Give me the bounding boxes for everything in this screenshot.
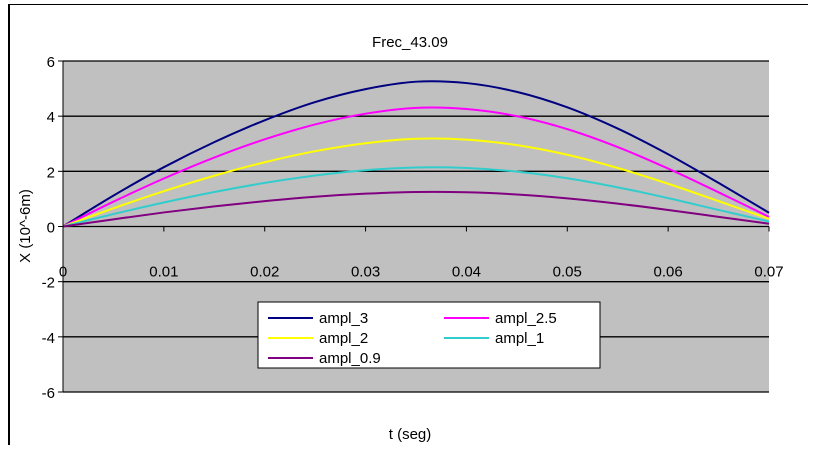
- legend-label: ampl_2: [319, 330, 368, 347]
- series-lines: [62, 80, 770, 228]
- legend-label: ampl_0.9: [319, 350, 381, 367]
- series-line-ampl_3: [62, 80, 770, 228]
- x-tick-label: 0.01: [149, 264, 178, 281]
- y-axis-label: X (10^-6m): [17, 189, 34, 263]
- y-tick-label: 4: [47, 109, 55, 126]
- y-tick-label: -4: [42, 330, 55, 347]
- legend-box: [257, 301, 601, 369]
- legend-label: ampl_1: [495, 330, 544, 347]
- y-tick-label: -2: [42, 275, 55, 292]
- series-line-ampl_2.5: [62, 106, 770, 228]
- gridlines: [63, 60, 769, 393]
- x-axis-label: t (seg): [389, 426, 432, 443]
- x-tick-label: 0.06: [654, 264, 683, 281]
- series-line-ampl_2: [62, 137, 770, 228]
- series-line-ampl_0.9: [62, 190, 770, 228]
- x-tick-label: 0.07: [754, 264, 783, 281]
- x-axis-ticks: 0 0.01 0.02 0.03 0.04 0.05 0.06 0.07: [59, 61, 784, 392]
- chart-title: Frec_43.09: [372, 34, 448, 51]
- x-tick-label: 0.02: [250, 264, 279, 281]
- legend: ampl_3 ampl_2.5 ampl_2 ampl_1 ampl_0.9: [257, 301, 601, 369]
- y-tick-label: -6: [42, 385, 55, 402]
- x-tick-label: 0.03: [351, 264, 380, 281]
- y-tick-label: 6: [47, 54, 55, 71]
- legend-label: ampl_2.5: [495, 310, 557, 327]
- y-tick-label: 2: [47, 164, 55, 181]
- legend-label: ampl_3: [319, 310, 368, 327]
- x-tick-label: 0.05: [553, 264, 582, 281]
- x-tick-label: 0.04: [452, 264, 481, 281]
- series-line-ampl_1: [62, 166, 770, 228]
- y-axis-ticks: -6 -4 -2 0 2 4 6: [42, 54, 63, 402]
- y-tick-label: 0: [47, 220, 55, 237]
